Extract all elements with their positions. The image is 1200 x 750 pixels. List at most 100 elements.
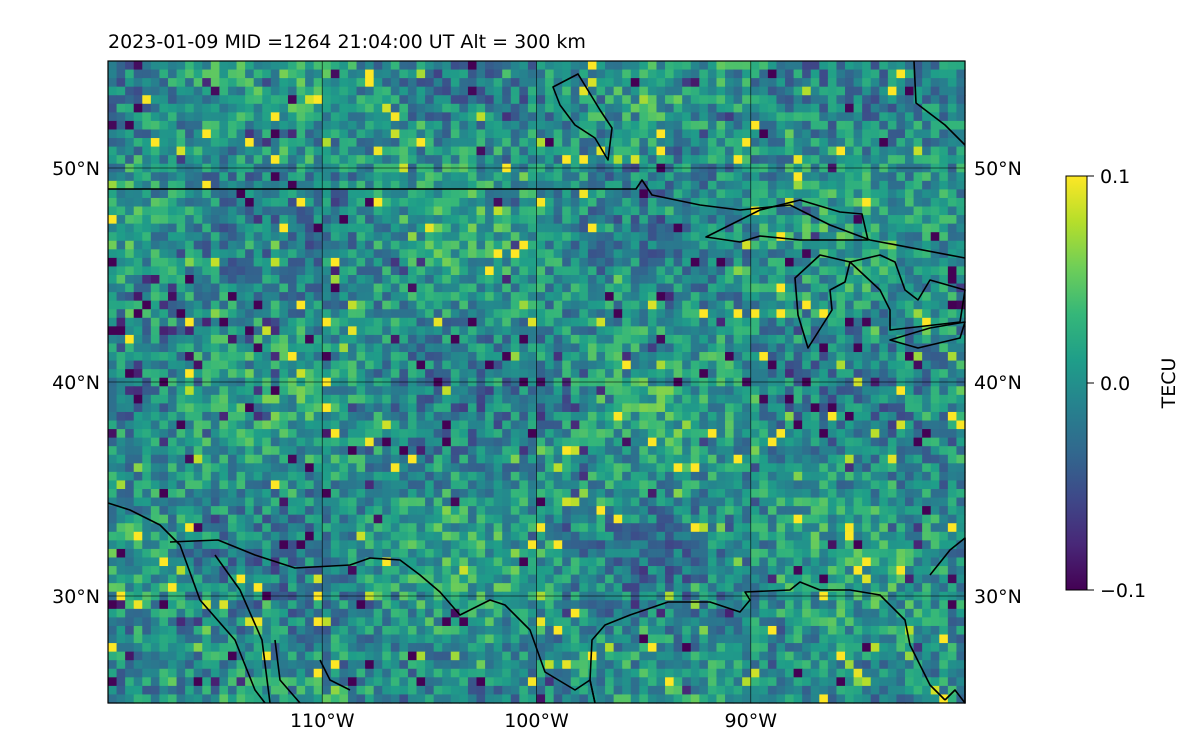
heatmap-cell	[742, 266, 752, 276]
heatmap-cell	[159, 300, 169, 310]
heatmap-cell	[219, 429, 229, 439]
heatmap-cell	[836, 189, 846, 199]
heatmap-cell	[356, 437, 366, 447]
heatmap-cell	[193, 232, 203, 242]
heatmap-cell	[707, 86, 718, 96]
heatmap-cell	[236, 411, 246, 422]
heatmap-cell	[862, 411, 872, 422]
heatmap-cell	[690, 463, 700, 473]
heatmap-cell	[399, 112, 409, 122]
heatmap-cell	[425, 437, 435, 447]
heatmap-cell	[656, 266, 666, 276]
heatmap-cell	[159, 78, 169, 88]
heatmap-cell	[313, 300, 323, 310]
heatmap-cell	[227, 300, 238, 310]
heatmap-cell	[356, 386, 366, 396]
heatmap-cell	[365, 326, 375, 336]
heatmap-cell	[879, 326, 889, 336]
heatmap-cell	[485, 471, 495, 482]
heatmap-cell	[939, 138, 949, 148]
heatmap-cell	[262, 197, 272, 208]
heatmap-cell	[347, 463, 358, 473]
heatmap-cell	[673, 257, 683, 268]
heatmap-cell	[922, 180, 932, 190]
heatmap-cell	[159, 411, 169, 422]
heatmap-cell	[262, 411, 272, 422]
heatmap-cell	[167, 343, 178, 353]
heatmap-cell	[167, 155, 178, 165]
heatmap-cell	[785, 411, 795, 422]
heatmap-cell	[707, 129, 718, 139]
heatmap-cell	[108, 317, 118, 327]
heatmap-cell	[399, 189, 409, 199]
heatmap-cell	[347, 155, 358, 165]
heatmap-cell	[725, 300, 735, 310]
heatmap-cell	[896, 463, 906, 473]
heatmap-cell	[690, 206, 700, 216]
heatmap-cell	[647, 480, 658, 490]
heatmap-cell	[870, 78, 880, 88]
heatmap-cell	[562, 189, 572, 199]
heatmap-cell	[562, 69, 572, 79]
heatmap-cell	[587, 206, 598, 216]
heatmap-cell	[562, 420, 572, 430]
heatmap-cell	[819, 420, 829, 430]
heatmap-cell	[322, 266, 332, 276]
heatmap-cell	[733, 326, 743, 336]
heatmap-cell	[382, 172, 392, 182]
heatmap-cell	[125, 215, 135, 225]
heatmap-cell	[939, 386, 949, 396]
heatmap-cell	[167, 223, 178, 233]
heatmap-cell	[476, 257, 486, 268]
heatmap-cell	[939, 317, 949, 327]
heatmap-cell	[587, 146, 598, 156]
heatmap-cell	[502, 394, 512, 404]
heatmap-cell	[262, 352, 272, 362]
heatmap-cell	[673, 420, 683, 430]
heatmap-cell	[707, 197, 718, 208]
heatmap-cell	[287, 394, 298, 404]
heatmap-cell	[630, 206, 640, 216]
heatmap-cell	[699, 309, 709, 319]
heatmap-cell	[305, 369, 315, 379]
heatmap-cell	[133, 61, 143, 71]
heatmap-cell	[725, 129, 735, 139]
heatmap-cell	[245, 138, 255, 148]
heatmap-cell	[296, 69, 306, 79]
heatmap-cell	[467, 86, 478, 96]
heatmap-cell	[330, 103, 340, 113]
heatmap-cell	[296, 61, 306, 71]
heatmap-cell	[262, 394, 272, 404]
heatmap-cell	[356, 129, 366, 139]
heatmap-cell	[416, 429, 426, 439]
heatmap-cell	[682, 300, 692, 310]
heatmap-cell	[665, 223, 675, 233]
heatmap-cell	[750, 275, 760, 285]
heatmap-cell	[305, 326, 315, 336]
heatmap-cell	[425, 146, 435, 156]
heatmap-cell	[245, 172, 255, 182]
heatmap-cell	[836, 138, 846, 148]
heatmap-cell	[519, 454, 529, 464]
heatmap-cell	[519, 446, 529, 456]
heatmap-cell	[510, 463, 520, 473]
heatmap-cell	[296, 429, 306, 439]
heatmap-cell	[373, 360, 383, 370]
heatmap-cell	[202, 471, 212, 482]
heatmap-cell	[845, 146, 855, 156]
heatmap-cell	[116, 480, 126, 490]
heatmap-cell	[862, 480, 872, 490]
heatmap-cell	[819, 215, 829, 225]
heatmap-cell	[339, 249, 349, 259]
heatmap-cell	[836, 257, 846, 268]
heatmap-cell	[433, 172, 443, 182]
heatmap-cell	[947, 471, 958, 482]
heatmap-cell	[108, 463, 118, 473]
heatmap-cell	[956, 454, 966, 464]
heatmap-cell	[776, 223, 786, 233]
heatmap-cell	[930, 309, 940, 319]
heatmap-cell	[382, 300, 392, 310]
heatmap-cell	[433, 471, 443, 482]
heatmap-cell	[313, 138, 323, 148]
heatmap-cell	[862, 334, 872, 345]
